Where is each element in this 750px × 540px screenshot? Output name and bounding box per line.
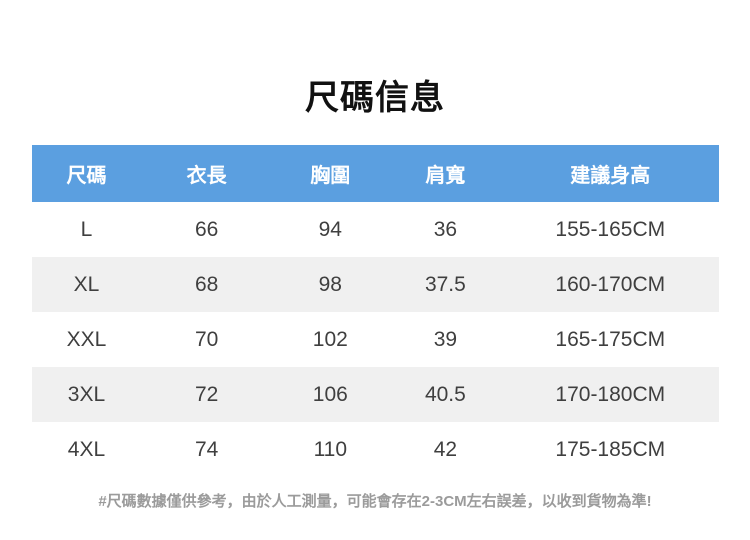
col-header-shoulder: 肩寬 xyxy=(388,145,503,202)
table-row: XL 68 98 37.5 160-170CM xyxy=(31,257,719,312)
table-row: 3XL 72 106 40.5 170-180CM xyxy=(31,367,719,422)
footnote: #尺碼數據僅供參考，由於人工測量，可能會存在2-3CM左右誤差，以收到貨物為準! xyxy=(98,493,652,510)
cell-length: 66 xyxy=(141,202,272,257)
cell-length: 72 xyxy=(141,367,272,422)
table-row: 4XL 74 110 42 175-185CM xyxy=(31,422,719,477)
cell-length: 74 xyxy=(141,422,272,477)
cell-shoulder: 39 xyxy=(388,312,503,367)
cell-height: 175-185CM xyxy=(502,422,719,477)
size-chart-page: 尺碼信息 尺碼 衣長 胸圍 肩寬 建議身高 L 66 94 36 155-165… xyxy=(0,70,750,540)
cell-chest: 94 xyxy=(271,202,389,257)
cell-shoulder: 37.5 xyxy=(388,257,503,312)
cell-length: 68 xyxy=(141,257,272,312)
page-title: 尺碼信息 xyxy=(305,79,445,117)
cell-height: 155-165CM xyxy=(502,202,719,257)
cell-size: L xyxy=(31,202,142,257)
cell-chest: 106 xyxy=(271,367,389,422)
cell-height: 165-175CM xyxy=(502,312,719,367)
cell-shoulder: 40.5 xyxy=(388,367,503,422)
cell-size: 4XL xyxy=(31,422,142,477)
table-header-row: 尺碼 衣長 胸圍 肩寬 建議身高 xyxy=(31,145,719,202)
col-header-length: 衣長 xyxy=(141,145,272,202)
cell-chest: 110 xyxy=(271,422,389,477)
table-row: L 66 94 36 155-165CM xyxy=(31,202,719,257)
size-table: 尺碼 衣長 胸圍 肩寬 建議身高 L 66 94 36 155-165CM XL… xyxy=(31,145,719,477)
cell-shoulder: 42 xyxy=(388,422,503,477)
cell-height: 160-170CM xyxy=(502,257,719,312)
table-row: XXL 70 102 39 165-175CM xyxy=(31,312,719,367)
col-header-height: 建議身高 xyxy=(502,145,719,202)
cell-size: XL xyxy=(31,257,142,312)
cell-size: XXL xyxy=(31,312,142,367)
cell-chest: 102 xyxy=(271,312,389,367)
cell-size: 3XL xyxy=(31,367,142,422)
col-header-size: 尺碼 xyxy=(31,145,142,202)
cell-shoulder: 36 xyxy=(388,202,503,257)
col-header-chest: 胸圍 xyxy=(271,145,389,202)
cell-height: 170-180CM xyxy=(502,367,719,422)
cell-length: 70 xyxy=(141,312,272,367)
cell-chest: 98 xyxy=(271,257,389,312)
